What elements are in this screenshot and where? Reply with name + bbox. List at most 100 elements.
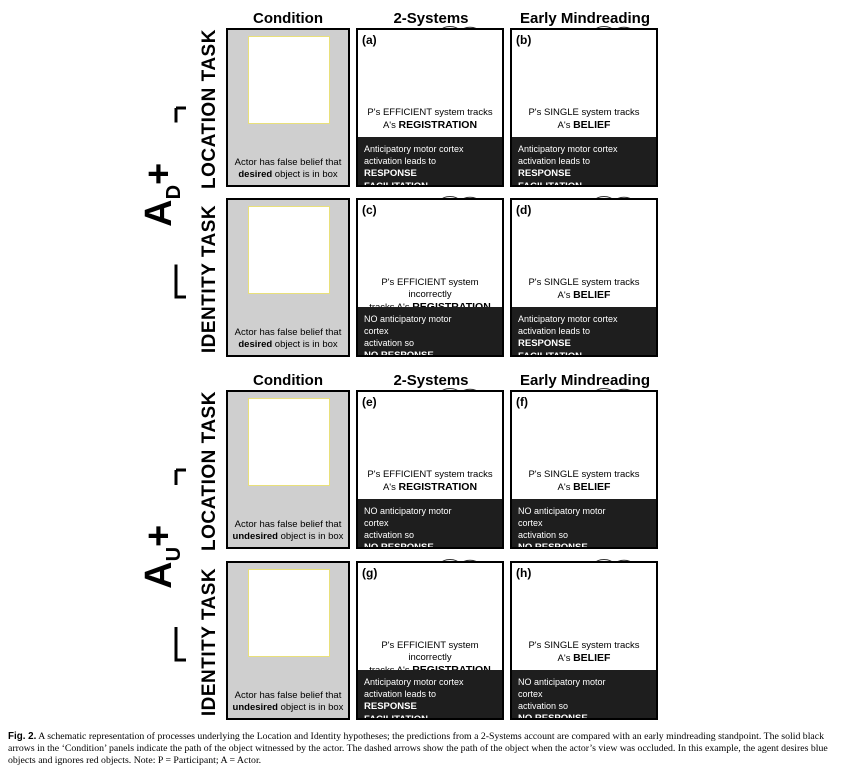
prediction-panel-a: (a) P's EFFICIENT system tracks A's REGIST… [356, 28, 504, 187]
outcome-line-1: NO anticipatory motor cortex [518, 506, 606, 528]
row-task-label: IDENTITY TASK [199, 567, 220, 717]
outcome-line-2: activation leads to [364, 156, 437, 166]
outcome-line-3: RESPONSE FACILITATION [364, 168, 429, 187]
panel-label: (d) [516, 203, 532, 217]
panel-outcome: NO anticipatory motor cortex activation s… [358, 307, 502, 355]
outcome-line-3: NO RESPONSE FACILITATION [364, 542, 434, 549]
panel-description-prefix: A's [382, 120, 399, 131]
column-header-two-systems: 2-Systems [393, 372, 469, 389]
panel-outcome-text: Anticipatory motor cortex activation lead… [364, 676, 474, 720]
panel-description-key: BELIEF [573, 289, 611, 301]
condition-text-emphasis: desired [238, 169, 273, 180]
panel-label: (e) [362, 395, 377, 409]
panel-outcome: Anticipatory motor cortex activation lead… [512, 307, 656, 355]
condition-text: Actor has false belief that undesired obj… [230, 519, 346, 543]
condition-scene [248, 398, 330, 486]
column-header-condition: Condition [253, 10, 323, 27]
panel-description-key: BELIEF [573, 652, 611, 664]
panel-description: P's SINGLE system tracks A's BELIEF [516, 107, 652, 132]
panel-label: (b) [516, 33, 532, 47]
panel-label: (f) [516, 395, 528, 409]
group-label-sub: D [162, 184, 185, 199]
panel-description-prefix: A's [382, 482, 399, 493]
panel-label: (c) [362, 203, 377, 217]
panel-label: (g) [362, 566, 378, 580]
panel-outcome: Anticipatory motor cortex activation lead… [512, 137, 656, 185]
prediction-panel-d: (d) P's SINGLE system tracks A's BELIEF Ant… [510, 198, 658, 357]
panel-description-prefix: A's [557, 653, 574, 664]
column-header-two-systems: 2-Systems [393, 10, 469, 27]
condition-text-tail: object is in box [277, 531, 344, 542]
outcome-line-2: activation leads to [518, 326, 591, 336]
panel-outcome: NO anticipatory motor cortex activation s… [512, 670, 656, 718]
group-label-main: A [138, 561, 181, 589]
panel-description-key: BELIEF [573, 119, 611, 131]
row-task-label: IDENTITY TASK [199, 204, 220, 354]
condition-scene [248, 569, 330, 657]
condition-text-tail: object is in box [272, 169, 338, 180]
panel-description: P's EFFICIENT system tracks A's REGISTRAT… [362, 107, 498, 132]
outcome-line-1: Anticipatory motor cortex [518, 314, 618, 324]
panel-description-line: P's EFFICIENT system tracks [367, 469, 493, 480]
panel-description-prefix: A's [557, 120, 574, 131]
outcome-line-3: NO RESPONSE FACILITATION [518, 542, 588, 549]
panel-description-line: P's SINGLE system tracks [528, 277, 640, 288]
panel-label: (h) [516, 566, 532, 580]
outcome-line-3: RESPONSE FACILITATION [364, 701, 429, 720]
panel-description-line: P's SINGLE system tracks [528, 469, 640, 480]
panel-outcome: NO anticipatory motor cortex activation s… [358, 499, 502, 547]
outcome-line-2: activation so [518, 530, 569, 540]
outcome-line-1: Anticipatory motor cortex [518, 144, 618, 154]
outcome-line-2: activation so [364, 530, 415, 540]
condition-text-tail: object is in box [272, 339, 338, 350]
prediction-panel-g: (g)P's EFFICIENT system incorrectlytrack… [356, 561, 504, 720]
condition-panel: Actor has false belief that undesired obj… [226, 390, 350, 549]
panel-outcome: Anticipatory motor cortex activation lead… [358, 137, 502, 185]
panel-description-line: P's SINGLE system tracks [528, 107, 640, 118]
condition-text-emphasis: undesired [232, 702, 278, 713]
outcome-line-3: RESPONSE FACILITATION [518, 338, 583, 357]
prediction-panel-e: (e) P's EFFICIENT system tracks A's REGIST… [356, 390, 504, 549]
panel-description-prefix: A's [557, 482, 574, 493]
panel-description-line: P's EFFICIENT system incorrectly [381, 640, 479, 663]
condition-panel: Actor has false belief that desired objec… [226, 198, 350, 357]
condition-text-emphasis: desired [238, 339, 273, 350]
panel-outcome-text: NO anticipatory motor cortex activation s… [518, 676, 628, 720]
panel-outcome: Anticipatory motor cortex activation lead… [358, 670, 502, 718]
outcome-line-2: activation leads to [518, 156, 591, 166]
bracket-bottom [174, 627, 186, 662]
panel-outcome-text: NO anticipatory motor cortex activation s… [364, 505, 474, 549]
condition-scene [248, 36, 330, 124]
column-header-condition: Condition [253, 372, 323, 389]
caption-text: A schematic representation of processes … [8, 731, 828, 766]
condition-text-line: Actor has false belief that [234, 157, 342, 168]
column-header-early: Early Mindreading [519, 372, 651, 389]
outcome-line-3: NO RESPONSE FACILITATION [518, 713, 588, 720]
panel-outcome-text: NO anticipatory motor cortex activation s… [518, 505, 628, 549]
outcome-line-1: NO anticipatory motor cortex [364, 506, 452, 528]
condition-text: Actor has false belief that undesired obj… [230, 690, 346, 714]
panel-outcome-text: Anticipatory motor cortex activation lead… [518, 313, 628, 357]
condition-text: Actor has false belief that desired objec… [230, 157, 346, 181]
condition-text-line: Actor has false belief that [234, 690, 342, 701]
outcome-line-1: Anticipatory motor cortex [364, 144, 464, 154]
panel-description: P's SINGLE system tracks A's BELIEF [516, 640, 652, 665]
group-label-plus: + [138, 524, 181, 547]
panel-description-key: REGISTRATION [398, 481, 478, 493]
condition-text-emphasis: undesired [232, 531, 278, 542]
panel-description: P's EFFICIENT system tracks A's REGISTRAT… [362, 469, 498, 494]
prediction-panel-c: (c)P's EFFICIENT system incorrectlytrack… [356, 198, 504, 357]
outcome-line-3: RESPONSE FACILITATION [518, 168, 583, 187]
row-task-label: LOCATION TASK [199, 29, 220, 189]
prediction-panel-b: (b) P's SINGLE system tracks A's BELIEF Ant… [510, 28, 658, 187]
panel-description-key: BELIEF [573, 481, 611, 493]
condition-panel: Actor has false belief that desired objec… [226, 28, 350, 187]
prediction-panel-h: (h) P's SINGLE system tracks A's BELIEF NO … [510, 561, 658, 720]
outcome-line-1: NO anticipatory motor cortex [518, 677, 606, 699]
outcome-line-3: NO RESPONSE FACILITATION [364, 350, 434, 357]
condition-text-line: Actor has false belief that [234, 327, 342, 338]
group-label-plus: + [138, 162, 181, 185]
condition-text-line: Actor has false belief that [234, 519, 342, 530]
bracket-bottom [174, 264, 186, 299]
outcome-line-1: Anticipatory motor cortex [364, 677, 464, 687]
